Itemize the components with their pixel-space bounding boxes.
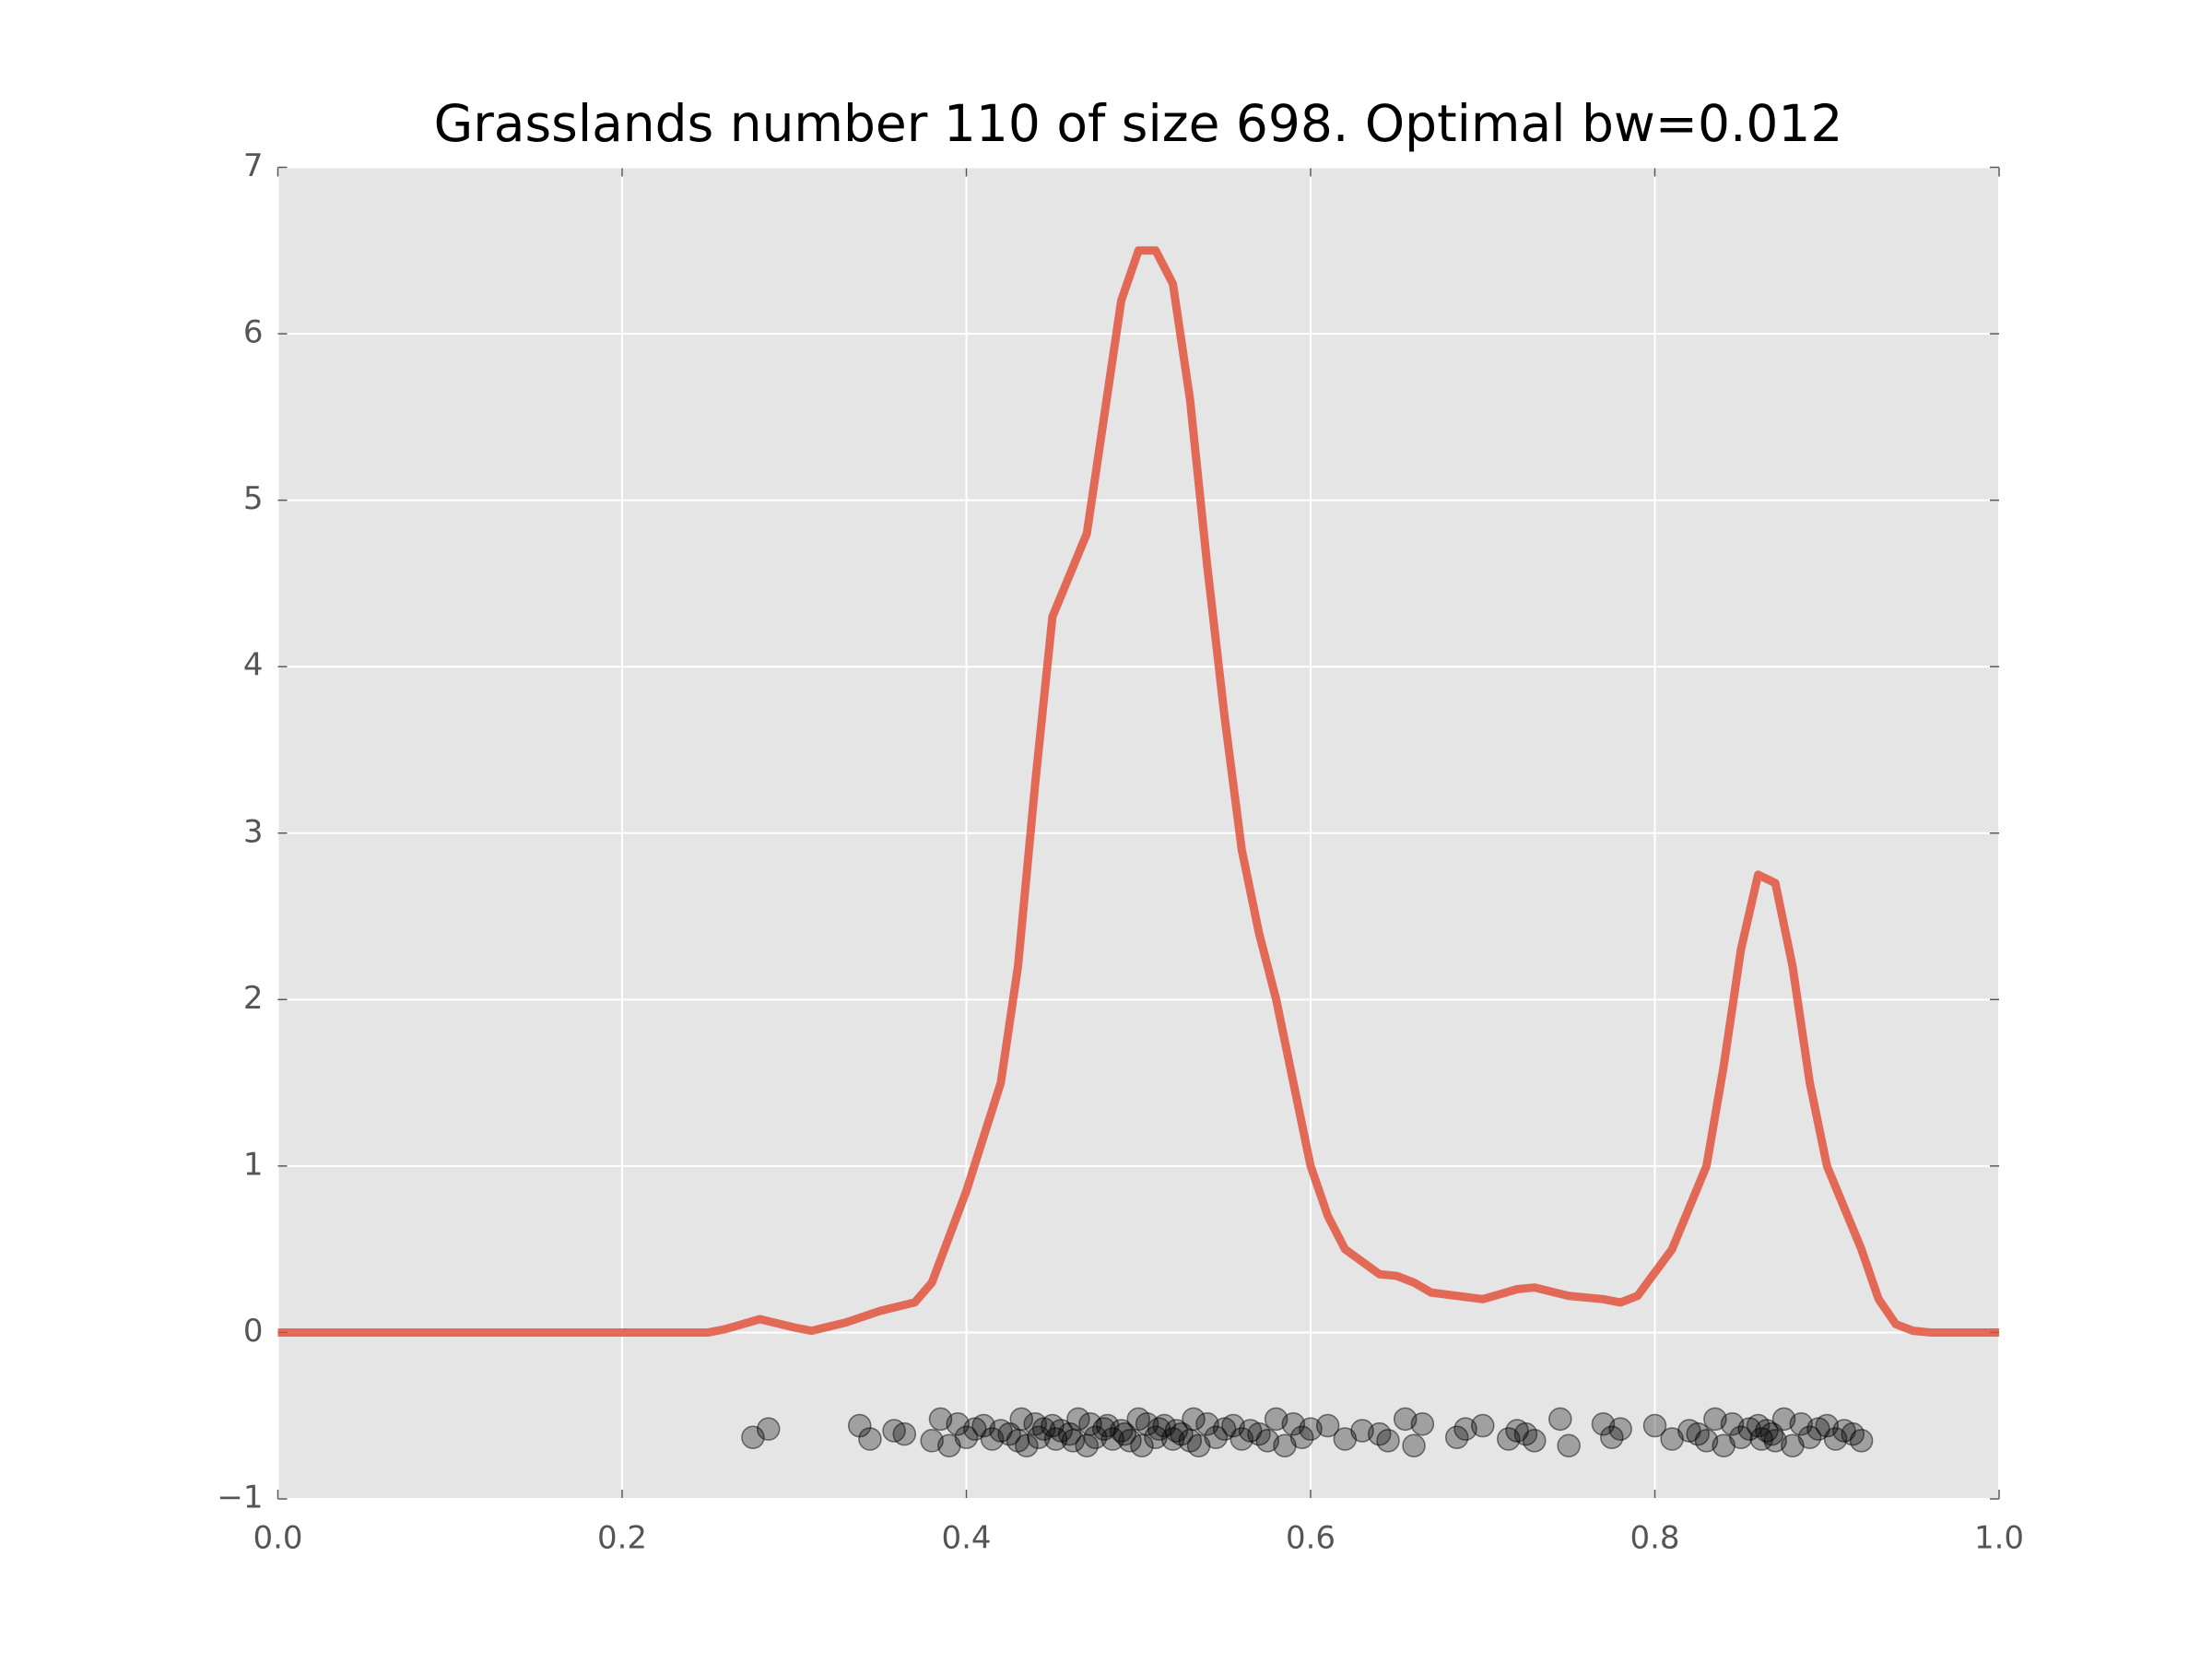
y-tick-label: −1 bbox=[217, 1480, 263, 1516]
y-tick-label: 5 bbox=[243, 480, 264, 517]
sample-point bbox=[1471, 1413, 1495, 1438]
sample-point bbox=[954, 1425, 979, 1449]
sample-point bbox=[1273, 1433, 1297, 1457]
y-tick-label: 1 bbox=[243, 1146, 264, 1183]
chart-title: Grasslands number 110 of size 698. Optim… bbox=[434, 94, 1843, 153]
sample-point bbox=[1009, 1407, 1034, 1432]
sample-point bbox=[1712, 1433, 1735, 1457]
sample-point bbox=[1135, 1411, 1159, 1436]
sample-point bbox=[1289, 1425, 1314, 1449]
sample-point bbox=[1078, 1411, 1102, 1436]
sample-point bbox=[892, 1421, 917, 1446]
sample-point bbox=[937, 1433, 961, 1457]
sample-point bbox=[1061, 1429, 1086, 1453]
sample-point bbox=[1523, 1429, 1547, 1453]
sample-point bbox=[1781, 1433, 1805, 1457]
sample-point bbox=[1608, 1417, 1632, 1441]
y-tick-label: 4 bbox=[243, 647, 264, 684]
sample-point bbox=[1410, 1411, 1435, 1436]
y-tick-label: 7 bbox=[243, 147, 264, 184]
sample-point bbox=[756, 1417, 781, 1441]
y-tick-label: 6 bbox=[243, 314, 264, 351]
sample-point bbox=[1376, 1429, 1400, 1453]
sample-point bbox=[1315, 1413, 1340, 1438]
sample-point bbox=[1729, 1425, 1753, 1449]
x-tick-label: 1.0 bbox=[1974, 1520, 2024, 1557]
sample-point bbox=[1095, 1413, 1120, 1438]
sample-point bbox=[1453, 1417, 1477, 1441]
sample-point bbox=[1642, 1413, 1667, 1438]
sample-point bbox=[1299, 1417, 1323, 1441]
y-tick-label: 2 bbox=[243, 980, 264, 1017]
sample-point bbox=[1182, 1407, 1206, 1432]
sample-point bbox=[1660, 1427, 1684, 1451]
sample-point bbox=[1130, 1433, 1154, 1457]
sample-point bbox=[1350, 1419, 1374, 1443]
sample-point bbox=[1015, 1433, 1039, 1457]
sample-point bbox=[1797, 1425, 1822, 1449]
sample-point bbox=[1548, 1407, 1572, 1432]
x-tick-label: 0.6 bbox=[1286, 1520, 1335, 1557]
x-tick-label: 0.8 bbox=[1630, 1520, 1679, 1557]
sample-point bbox=[1333, 1427, 1358, 1451]
sample-point bbox=[1186, 1433, 1211, 1457]
sample-point bbox=[1849, 1429, 1874, 1453]
sample-point bbox=[858, 1427, 882, 1451]
sample-point bbox=[1204, 1425, 1229, 1449]
sample-point bbox=[1066, 1407, 1090, 1432]
sample-point bbox=[1557, 1433, 1581, 1457]
sample-point bbox=[1118, 1429, 1142, 1453]
density-line bbox=[277, 246, 1999, 1337]
x-tick-label: 0.4 bbox=[941, 1520, 991, 1557]
sample-point bbox=[741, 1425, 765, 1449]
y-tick-label: 3 bbox=[243, 813, 264, 850]
x-tick-label: 0.0 bbox=[253, 1520, 302, 1557]
x-tick-label: 0.2 bbox=[597, 1520, 647, 1557]
y-tick-label: 0 bbox=[243, 1313, 264, 1350]
sample-point bbox=[1100, 1427, 1124, 1451]
sample-point bbox=[1109, 1419, 1134, 1443]
sample-point bbox=[1152, 1413, 1177, 1438]
sample-point bbox=[1444, 1425, 1469, 1449]
sample-point bbox=[1402, 1433, 1426, 1457]
sample-point bbox=[1600, 1425, 1624, 1449]
sample-point bbox=[1057, 1421, 1082, 1446]
